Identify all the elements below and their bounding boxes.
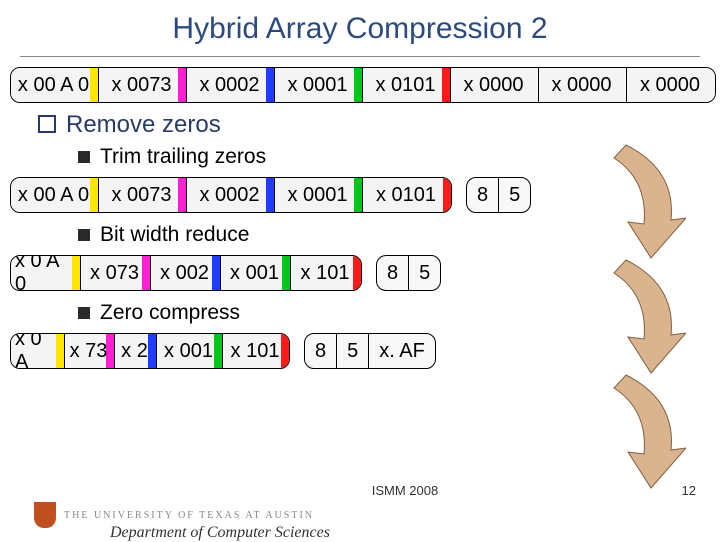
meta-cell: x. AF — [369, 334, 435, 368]
hex-cell-text: x 0000 — [463, 74, 525, 97]
hex-cell-text: x 001 — [164, 340, 215, 363]
meta-box-2: 85 — [466, 177, 531, 213]
ut-text: THE UNIVERSITY OF TEXAS AT AUSTIN — [64, 510, 314, 521]
color-stripe — [212, 256, 220, 290]
hex-cell: x 001 — [157, 334, 223, 368]
hex-cell: x 2 — [115, 334, 157, 368]
hex-cell: x 073 — [81, 256, 151, 290]
hex-cell-text: x 0000 — [640, 74, 702, 97]
meta-box-4: 85x. AF — [304, 333, 436, 369]
bullet-zero-compress: Zero compress — [78, 301, 720, 325]
footer-page-number: 12 — [682, 483, 696, 498]
hex-row-trimmed: x 00 A 0 x 0073 x 0002 x 0001 x 0101 — [10, 177, 452, 213]
hex-cell: x 0001 — [275, 68, 363, 102]
hex-cell-text: x 73 — [70, 340, 110, 363]
hex-cell-text: x 101 — [231, 340, 282, 363]
meta-cell: 8 — [467, 178, 499, 212]
color-stripe — [178, 178, 186, 212]
hex-cell: x 101 — [223, 334, 289, 368]
hex-cell: x 0073 — [99, 68, 187, 102]
content: x 00 A 0 x 0073 x 0002 x 0001 x 0101 x 0000 x … — [0, 67, 720, 373]
color-stripe — [90, 68, 98, 102]
color-stripe — [142, 256, 150, 290]
shield-icon — [34, 502, 56, 528]
hex-cell: x 0101 — [363, 68, 451, 102]
hex-cell-text: x 001 — [230, 262, 281, 285]
hex-cell-text: x 0001 — [287, 74, 349, 97]
color-stripe — [266, 178, 274, 212]
hex-cell-text: x 0001 — [287, 184, 349, 207]
hex-cell-text: x 0073 — [111, 74, 173, 97]
hex-cell: x 0001 — [275, 178, 363, 212]
department-text: Department of Computer Sciences — [110, 524, 330, 542]
hex-row-original: x 00 A 0 x 0073 x 0002 x 0001 x 0101 x 0000 x … — [10, 67, 716, 103]
color-stripe — [214, 334, 222, 368]
footer-conference: ISMM 2008 — [0, 483, 720, 498]
slide-title: Hybrid Array Compression 2 — [0, 0, 720, 50]
color-stripe — [90, 178, 98, 212]
hex-cell: x 0000 — [627, 68, 715, 102]
hex-cell: x 001 — [221, 256, 291, 290]
hex-row-bitwidth: x 0 A 0 x 073 x 002 x 001 x 101 — [10, 255, 362, 291]
row2-wrap: x 00 A 0 x 0073 x 0002 x 0001 x 0101 85 — [10, 173, 720, 217]
row4-wrap: x 0 A x 73 x 2 x 001 x 101 85x. AF — [10, 329, 720, 373]
color-stripe — [266, 68, 274, 102]
hex-cell: x 00 A 0 — [11, 68, 99, 102]
hex-cell: x 002 — [151, 256, 221, 290]
color-stripe — [178, 68, 186, 102]
meta-cell: 5 — [409, 256, 440, 290]
bullet-bit-width: Bit width reduce — [78, 223, 720, 247]
hex-cell-text: x 101 — [301, 262, 352, 285]
hex-row-zerocomp: x 0 A x 73 x 2 x 001 x 101 — [10, 333, 290, 369]
hex-cell-text: x 0 A 0 — [15, 255, 76, 291]
hex-cell-text: x 002 — [160, 262, 211, 285]
hex-cell: x 73 — [65, 334, 115, 368]
hex-cell-text: x 0000 — [551, 74, 613, 97]
hex-cell-text: x 0101 — [376, 184, 438, 207]
hex-cell: x 0002 — [187, 178, 275, 212]
meta-cell: 8 — [305, 334, 337, 368]
color-stripe — [282, 256, 290, 290]
color-stripe — [354, 68, 362, 102]
hex-cell: x 101 — [291, 256, 361, 290]
hex-cell-text: x 0002 — [199, 184, 261, 207]
hex-cell-text: x 0073 — [111, 184, 173, 207]
hex-cell-text: x 0 A — [15, 333, 60, 369]
hex-cell-text: x 0002 — [199, 74, 261, 97]
hex-cell: x 0073 — [99, 178, 187, 212]
meta-box-3: 85 — [376, 255, 441, 291]
hex-cell: x 0002 — [187, 68, 275, 102]
color-stripe — [281, 334, 289, 368]
meta-cell: 5 — [337, 334, 369, 368]
footer-bar: THE UNIVERSITY OF TEXAS AT AUSTIN Depart… — [0, 504, 720, 540]
hex-cell: x 0 A — [11, 334, 65, 368]
hex-cell: x 0000 — [539, 68, 627, 102]
hex-cell-text: x 0101 — [375, 74, 437, 97]
row3-wrap: x 0 A 0 x 073 x 002 x 001 x 101 85 — [10, 251, 720, 295]
bullet-trim-trailing: Trim trailing zeros — [78, 145, 720, 169]
color-stripe — [442, 68, 450, 102]
hex-cell: x 00 A 0 — [11, 178, 99, 212]
meta-cell: 5 — [499, 178, 530, 212]
color-stripe — [353, 256, 361, 290]
hex-cell: x 0101 — [363, 178, 451, 212]
hex-cell: x 0 A 0 — [11, 256, 81, 290]
hex-cell-text: x 073 — [90, 262, 141, 285]
color-stripe — [443, 178, 451, 212]
title-rule — [20, 56, 700, 57]
bullet-remove-zeros: Remove zeros — [38, 111, 720, 139]
color-stripe — [354, 178, 362, 212]
arrow-3 — [606, 370, 686, 490]
hex-cell: x 0000 — [451, 68, 539, 102]
hex-cell-text: x 00 A 0 — [18, 184, 91, 207]
hex-cell-text: x 2 — [121, 340, 150, 363]
hex-cell-text: x 00 A 0 — [18, 74, 91, 97]
meta-cell: 8 — [377, 256, 409, 290]
